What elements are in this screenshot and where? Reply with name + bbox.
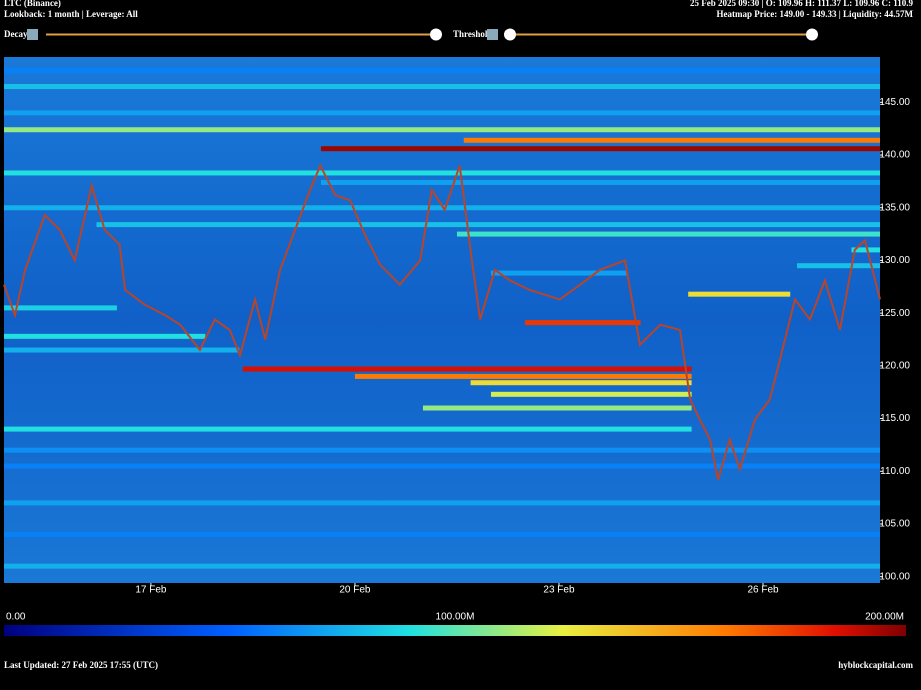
liquidity-band [4,127,880,133]
threshold-handle-min[interactable] [504,28,516,41]
decay-icon[interactable] [27,29,38,40]
y-tick-label: 110.00 [880,466,910,477]
liquidity-band [456,231,880,237]
y-tick-label: 115.00 [880,413,910,424]
settings: Lookback: 1 month | Leverage: All [4,9,138,19]
liquidity-band [4,563,880,569]
liquidity-band [524,320,641,326]
liquidity-band [320,146,881,152]
ohlc: 25 Feb 2025 09:30 | O: 109.96 H: 111.37 … [690,0,913,8]
decay-handle[interactable] [430,28,442,41]
liquidity-band [320,179,881,185]
heatmap-info: Heatmap Price: 149.00 - 149.33 | Liquidi… [717,9,914,19]
threshold-handle-max[interactable] [806,28,818,41]
site: hyblockcapital.com [838,660,913,670]
liquidity-band [797,263,880,269]
liquidity-band [4,447,880,453]
liquidity-band [4,84,880,90]
liquidity-band [490,270,627,276]
liquidity-band [354,373,692,379]
plot-background [4,57,880,583]
x-tick-label: 17 Feb [135,585,167,596]
y-tick-label: 145.00 [879,97,910,108]
liquidity-band [4,170,880,176]
x-tick-label: 23 Feb [543,585,575,596]
liquidity-band [4,68,880,74]
price-line [3,163,881,480]
liquidity-band [4,205,880,211]
liquidity-band [4,463,880,469]
decay-label: Decay [4,29,28,39]
liquidity-band [4,305,117,311]
y-tick-label: 140.00 [879,150,910,161]
liquidity-band [4,333,206,339]
colorbar [4,625,906,636]
colorbar-label: 0.00 [6,612,26,623]
liquidity-band [4,532,880,538]
liquidity-band [463,137,880,143]
symbol: LTC (Binance) [4,0,61,8]
y-tick-label: 120.00 [879,360,910,371]
liquidity-band [688,291,791,297]
liquidity-band [4,500,880,506]
liquidity-band [4,347,240,353]
liquidity-band [4,110,880,116]
x-tick-label: 20 Feb [339,585,371,596]
liquidity-band [4,426,692,432]
last-updated: Last Updated: 27 Feb 2025 17:55 (UTC) [4,660,158,670]
liquidity-band [96,222,881,228]
x-tick-label: 26 Feb [747,585,779,596]
y-tick-label: 135.00 [879,202,910,213]
liquidity-band [242,366,692,372]
liquidity-band [422,405,692,411]
threshold-icon[interactable] [487,29,498,40]
liquidity-band [470,380,692,386]
y-tick-label: 130.00 [879,255,910,266]
y-tick-label: 100.00 [879,571,910,582]
liquidity-band [851,247,880,253]
colorbar-label: 200.00M [865,612,904,623]
threshold-label: Threshold [453,29,492,39]
y-tick-label: 125.00 [879,308,910,319]
liquidity-band [490,391,692,397]
y-tick-label: 105.00 [879,519,910,530]
colorbar-label: 100.00M [436,612,475,623]
